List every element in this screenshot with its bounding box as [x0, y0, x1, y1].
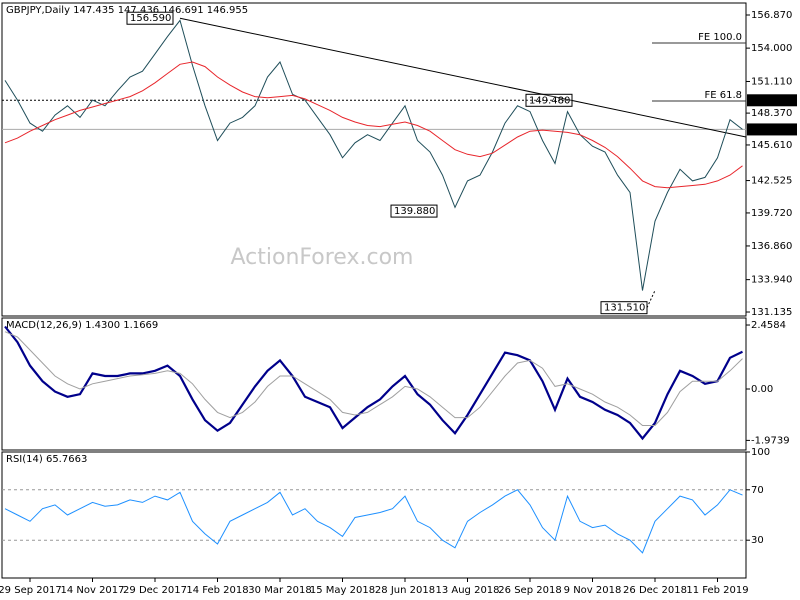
y-tick-label: 2.4584: [751, 320, 786, 331]
y-tick-label: 151.110: [751, 76, 792, 87]
series-line: [4, 331, 743, 426]
fe-label: FE 100.0: [698, 32, 742, 43]
y-tick-label: 145.610: [751, 140, 792, 151]
macd-panel: [1, 317, 747, 451]
x-tick-label: 29 Sep 2017: [0, 585, 62, 596]
rsi-panel: [1, 451, 747, 579]
series-line: [4, 19, 743, 291]
x-tick-label: 14 Feb 2018: [186, 585, 248, 596]
y-tick-label: 142.525: [751, 176, 792, 187]
price-label-box: [747, 94, 797, 107]
series-line: [4, 325, 743, 441]
macd-title: MACD(12,26,9) 1.4300 1.1669: [6, 320, 158, 331]
y-tick-label: 100: [751, 447, 770, 458]
y-tick-label: 133.940: [751, 275, 792, 286]
series-line: [4, 489, 743, 554]
x-tick-label: 29 Dec 2017: [123, 585, 187, 596]
price-label: 146.955: [751, 124, 792, 135]
price-panel: [1, 2, 747, 317]
annotation-box: [525, 93, 573, 107]
y-tick-label: 154.000: [751, 43, 792, 54]
fe-label: FE 61.8: [704, 90, 742, 101]
y-tick-label: -1.9739: [751, 435, 790, 446]
annotation-box: [390, 204, 438, 218]
annotation: 149.480: [529, 95, 570, 106]
x-tick-label: 15 May 2018: [310, 585, 375, 596]
y-tick-label: 139.720: [751, 208, 792, 219]
low-connector: [646, 290, 656, 308]
y-tick-label: 30: [751, 535, 764, 546]
y-tick-label: 0.00: [751, 384, 773, 395]
y-tick-label: 131.135: [751, 307, 792, 318]
x-tick-label: 9 Nov 2018: [564, 585, 622, 596]
rsi-title: RSI(14) 65.7663: [6, 454, 87, 465]
price-label-box: [747, 123, 797, 136]
annotation-box: [126, 11, 174, 25]
x-tick-label: 26 Sep 2018: [498, 585, 561, 596]
trendline: [179, 17, 747, 138]
x-tick-label: 26 Dec 2018: [623, 585, 687, 596]
y-tick-label: 156.870: [751, 10, 792, 21]
x-tick-label: 30 Mar 2018: [248, 585, 311, 596]
series-line: [4, 61, 743, 189]
y-tick-label: 136.860: [751, 241, 792, 252]
annotation: 156.590: [130, 13, 171, 24]
watermark: ActionForex.com: [231, 245, 414, 270]
x-tick-label: 14 Nov 2017: [60, 585, 124, 596]
x-tick-label: 11 Feb 2019: [686, 585, 748, 596]
price-title: GBPJPY,Daily 147.435 147.436 146.691 146…: [6, 5, 248, 16]
y-tick-label: 148.370: [751, 108, 792, 119]
price-label: 149.480: [751, 95, 792, 106]
y-tick-label: 70: [751, 485, 764, 496]
annotation: 131.510: [604, 303, 645, 314]
x-tick-label: 13 Aug 2018: [435, 585, 499, 596]
annotation: 139.880: [394, 206, 435, 217]
x-tick-label: 28 Jun 2018: [375, 585, 435, 596]
